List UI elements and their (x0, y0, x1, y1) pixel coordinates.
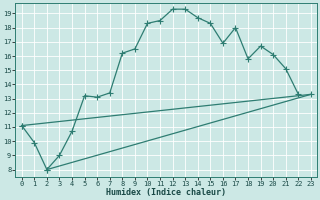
X-axis label: Humidex (Indice chaleur): Humidex (Indice chaleur) (106, 188, 226, 197)
